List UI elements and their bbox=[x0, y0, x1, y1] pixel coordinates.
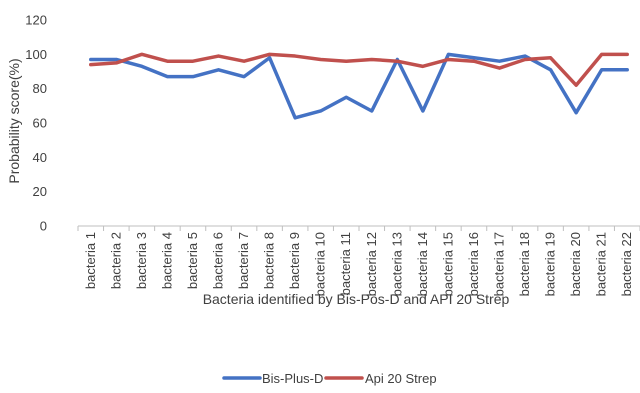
y-tick-label: 80 bbox=[33, 81, 47, 96]
legend: Bis-Plus-D Api 20 Strep bbox=[222, 371, 437, 386]
legend-label-2: Api 20 Strep bbox=[365, 371, 437, 386]
x-tick-label: bacteria 10 bbox=[313, 232, 328, 296]
series-line-1 bbox=[89, 52, 629, 120]
x-tick-label: bacteria 19 bbox=[543, 232, 558, 296]
x-tick-label: bacteria 7 bbox=[236, 232, 251, 289]
y-tick-label: 60 bbox=[33, 116, 47, 131]
x-tick-label: bacteria 17 bbox=[492, 232, 507, 296]
x-tick-label: bacteria 9 bbox=[287, 232, 302, 289]
y-axis: 0 20 40 60 80 100 120 bbox=[25, 13, 47, 234]
x-tick-label: bacteria 12 bbox=[364, 232, 379, 296]
series-lines bbox=[89, 52, 629, 120]
x-tick-label: bacteria 16 bbox=[466, 232, 481, 296]
x-tick-label: bacteria 8 bbox=[262, 232, 277, 289]
x-tick-label: bacteria 2 bbox=[108, 232, 123, 289]
x-tick-label: bacteria 5 bbox=[185, 232, 200, 289]
x-tick-label: bacteria 13 bbox=[389, 232, 404, 296]
x-tick-label: bacteria 22 bbox=[619, 232, 634, 296]
x-tick-label: bacteria 14 bbox=[415, 232, 430, 296]
y-axis-title: Probability score(%) bbox=[6, 58, 22, 183]
y-tick-label: 40 bbox=[33, 150, 47, 165]
y-tick-label: 20 bbox=[33, 184, 47, 199]
y-tick-label: 100 bbox=[25, 47, 47, 62]
x-tick-label: bacteria 11 bbox=[338, 232, 353, 295]
x-tick-label: bacteria 21 bbox=[594, 232, 609, 296]
x-axis-title: Bacteria identified by Bis-Pos-D and API… bbox=[203, 291, 510, 307]
x-tick-label: bacteria 15 bbox=[440, 232, 455, 296]
x-tick-label: bacteria 1 bbox=[83, 232, 98, 289]
x-tick-label: bacteria 4 bbox=[159, 232, 174, 289]
x-axis: bacteria 1 bacteria 2 bacteria 3 bacteria 4… bbox=[77, 225, 640, 296]
x-tick-label: bacteria 20 bbox=[568, 232, 583, 296]
y-tick-label: 120 bbox=[25, 13, 47, 28]
y-tick-label: 0 bbox=[40, 219, 47, 234]
series-line-2 bbox=[89, 52, 629, 87]
legend-label-1: Bis-Plus-D bbox=[262, 371, 323, 386]
x-tick-label: bacteria 6 bbox=[211, 232, 226, 289]
x-tick-label: bacteria 18 bbox=[517, 232, 532, 296]
x-tick-label: bacteria 3 bbox=[134, 232, 149, 289]
